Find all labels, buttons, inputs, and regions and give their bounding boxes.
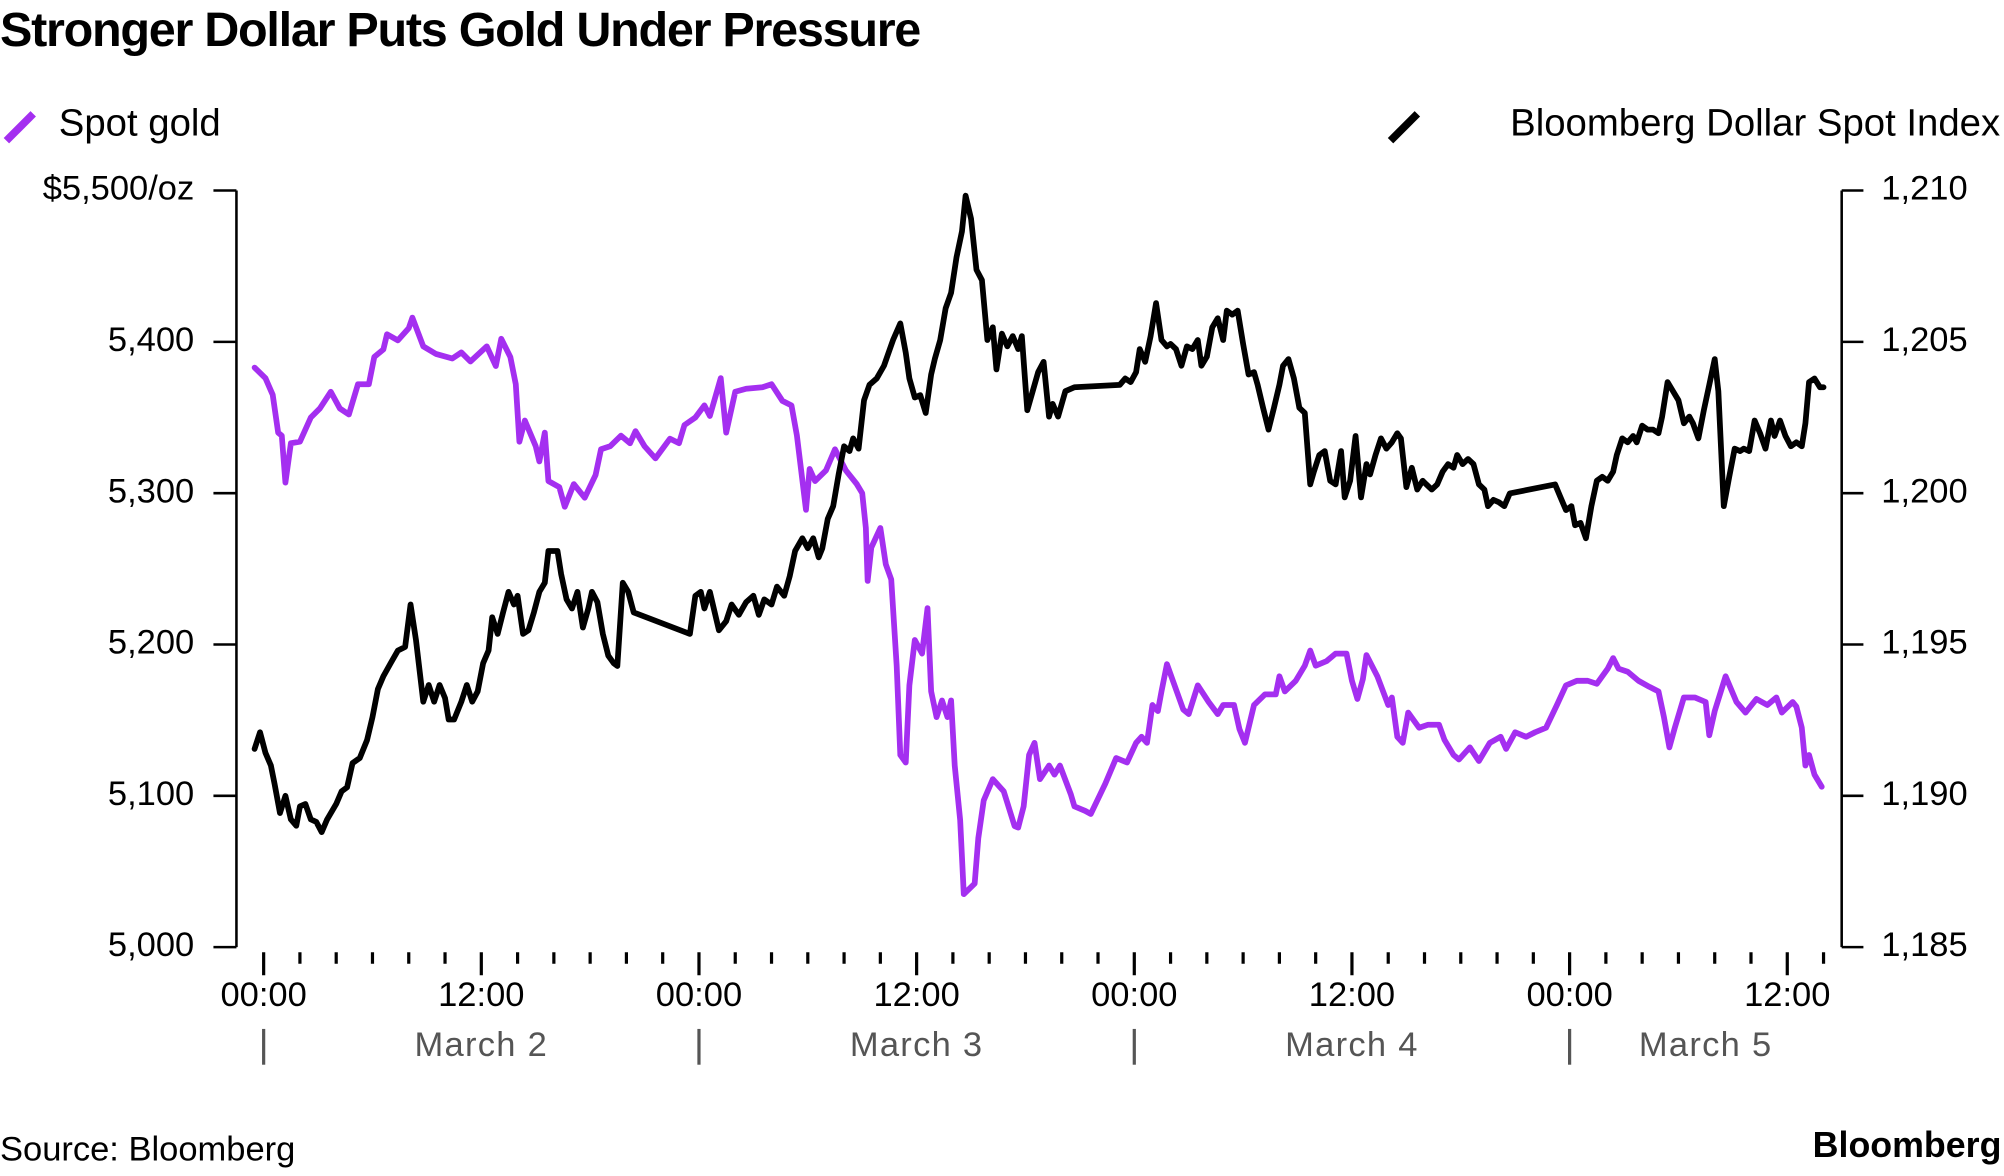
x-tick-label: 00:00: [1091, 976, 1177, 1014]
legend-swatch: [1387, 111, 1421, 144]
y-tick-label: 5,300: [108, 472, 194, 510]
y2-tick-label: 1,185: [1881, 926, 1967, 964]
legend-label: Bloomberg Dollar Spot Index: [1510, 101, 2000, 144]
y2-tick-label: 1,210: [1881, 170, 1967, 208]
y-tick-label: $5,500/oz: [43, 170, 195, 208]
x-tick-label: 12:00: [438, 976, 524, 1014]
source: Source: Bloomberg: [0, 1131, 295, 1169]
logo: Bloomberg: [1813, 1125, 2002, 1165]
x-tick-label: 00:00: [1526, 976, 1612, 1014]
x-tick-label: 12:00: [1744, 976, 1830, 1014]
day-label: March 4: [1285, 1026, 1419, 1064]
x-tick-label: 12:00: [1309, 976, 1395, 1014]
y-tick-label: 5,000: [108, 926, 194, 964]
day-label: March 5: [1639, 1026, 1773, 1064]
series-line: [251, 192, 1827, 836]
x-tick-label: 00:00: [220, 976, 306, 1014]
day-label: March 2: [415, 1026, 549, 1064]
legend-label: Spot gold: [59, 101, 221, 144]
y2-tick-label: 1,190: [1881, 775, 1967, 813]
x-tick-label: 00:00: [656, 976, 742, 1014]
y2-tick-label: 1,195: [1881, 624, 1967, 662]
y2-tick-label: 1,205: [1881, 321, 1967, 359]
y-tick-label: 5,400: [108, 321, 194, 359]
day-label: March 3: [850, 1026, 984, 1064]
y-tick-label: 5,200: [108, 624, 194, 662]
x-tick-label: 12:00: [873, 976, 959, 1014]
legend-swatch: [3, 111, 36, 144]
series-line: [251, 314, 1825, 898]
y-tick-label: 5,100: [108, 775, 194, 813]
chart-title: Stronger Dollar Puts Gold Under Pressure: [0, 3, 920, 57]
y2-tick-label: 1,200: [1881, 472, 1967, 510]
